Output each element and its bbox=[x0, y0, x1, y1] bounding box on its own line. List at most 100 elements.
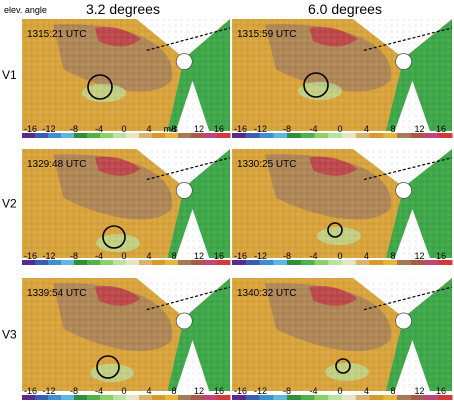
time-label: 1315:59 UTC bbox=[237, 29, 296, 40]
colorbar-tick: -8 bbox=[70, 251, 78, 261]
colorbar-swatch bbox=[139, 395, 153, 400]
colorbar-swatch bbox=[87, 395, 101, 400]
colorbar-swatch bbox=[126, 133, 140, 138]
colorbar-swatch bbox=[100, 133, 114, 138]
radar-site-marker bbox=[175, 312, 193, 330]
colorbar: -16 -12 -8 -4 0 4 8 12 16 bbox=[22, 251, 231, 265]
row-label-v3: V3 bbox=[2, 328, 17, 342]
colorbar-swatch bbox=[22, 395, 36, 400]
radar-site-marker bbox=[395, 53, 412, 70]
colorbar-swatch bbox=[217, 133, 231, 138]
colorbar-tick: -4 bbox=[95, 386, 103, 396]
colorbar-swatch bbox=[245, 395, 260, 400]
colorbar-tick: 4 bbox=[364, 124, 369, 134]
colorbar-swatch bbox=[165, 260, 179, 265]
colorbar-tick: -16 bbox=[24, 386, 37, 396]
colorbar-swatch bbox=[217, 395, 231, 400]
colorbar-swatch bbox=[273, 395, 288, 400]
colorbar-swatch bbox=[48, 395, 62, 400]
feature-circle bbox=[96, 355, 120, 379]
colorbar-swatch bbox=[165, 395, 179, 400]
colorbar-tick: -8 bbox=[70, 124, 78, 134]
colorbar-tick: -12 bbox=[254, 386, 267, 396]
colorbar-tick: -4 bbox=[309, 124, 317, 134]
colorbar-swatch bbox=[273, 133, 288, 138]
colorbar-swatch bbox=[369, 133, 384, 138]
feature-circle bbox=[87, 74, 113, 100]
colorbar-swatch bbox=[369, 260, 384, 265]
colorbar-swatch bbox=[35, 133, 49, 138]
colorbar-swatch bbox=[22, 260, 36, 265]
row-label-v2: V2 bbox=[2, 197, 17, 211]
colorbar-tick: 8 bbox=[171, 386, 176, 396]
colorbar-swatch bbox=[438, 133, 453, 138]
radar-panel-r2-c2: 1330:25 UTC bbox=[232, 149, 453, 258]
colorbar-swatch bbox=[61, 395, 75, 400]
time-label: 1315:21 UTC bbox=[27, 29, 86, 40]
colorbar-unit: m/s bbox=[163, 124, 178, 134]
colorbar-swatch bbox=[369, 395, 384, 400]
feature-circle bbox=[102, 225, 126, 249]
colorbar: -16 -12 -8 -4 0 4 8 12 16 bbox=[232, 124, 453, 138]
colorbar-swatch bbox=[259, 260, 274, 265]
colorbar-tick: 16 bbox=[436, 386, 446, 396]
colorbar-tick: 12 bbox=[414, 386, 424, 396]
colorbar-swatch bbox=[355, 133, 370, 138]
colorbar-swatch bbox=[48, 133, 62, 138]
colorbar-swatch bbox=[314, 260, 329, 265]
feature-circle bbox=[327, 222, 343, 238]
colorbar-swatch bbox=[314, 395, 329, 400]
radar-panel-r3-c1: 1339:54 UTC bbox=[22, 278, 231, 391]
colorbar-swatch bbox=[355, 260, 370, 265]
colorbar-swatch bbox=[61, 133, 75, 138]
colorbar-swatch bbox=[178, 260, 192, 265]
colorbar-tick: 8 bbox=[390, 251, 395, 261]
colorbar-swatch bbox=[424, 395, 439, 400]
colorbar-tick: 16 bbox=[436, 124, 446, 134]
colorbar-tick: -16 bbox=[24, 124, 37, 134]
colorbar-swatch bbox=[314, 133, 329, 138]
colorbar-tick: 8 bbox=[390, 124, 395, 134]
colorbar-swatch bbox=[87, 133, 101, 138]
colorbar-swatch bbox=[100, 395, 114, 400]
colorbar-tick: -12 bbox=[42, 251, 55, 261]
colorbar-swatch bbox=[152, 260, 166, 265]
colorbar-swatch bbox=[48, 260, 62, 265]
colorbar-swatch bbox=[204, 260, 218, 265]
colorbar-tick: 12 bbox=[414, 251, 424, 261]
column-title-right: 6.0 degrees bbox=[308, 1, 382, 17]
colorbar-swatch bbox=[74, 260, 88, 265]
colorbar-swatch bbox=[191, 133, 205, 138]
colorbar-swatch bbox=[204, 133, 218, 138]
colorbar-swatch bbox=[126, 260, 140, 265]
colorbar-swatch bbox=[245, 260, 260, 265]
colorbar-swatch bbox=[410, 395, 425, 400]
colorbar-swatch bbox=[397, 133, 412, 138]
colorbar-tick: 16 bbox=[214, 251, 224, 261]
colorbar-swatch bbox=[300, 133, 315, 138]
colorbar-swatch bbox=[328, 260, 343, 265]
colorbar-swatch bbox=[259, 395, 274, 400]
colorbar-swatch bbox=[300, 395, 315, 400]
colorbar: -16 -12 -8 -4 0 4 8 12 16 m/s bbox=[22, 124, 231, 138]
colorbar-tick: -8 bbox=[283, 251, 291, 261]
row-label-v1: V1 bbox=[2, 68, 17, 82]
colorbar-swatch bbox=[438, 260, 453, 265]
colorbar-swatch bbox=[328, 133, 343, 138]
colorbar-swatch bbox=[87, 260, 101, 265]
radial-line bbox=[363, 286, 453, 311]
time-label: 1339:54 UTC bbox=[27, 288, 86, 299]
feature-circle bbox=[303, 72, 329, 98]
radar-panel-r1-c2: 1315:59 UTC bbox=[232, 19, 453, 131]
colorbar-swatch bbox=[191, 260, 205, 265]
colorbar-swatch bbox=[139, 133, 153, 138]
colorbar-swatch bbox=[217, 260, 231, 265]
colorbar-swatch bbox=[232, 395, 247, 400]
colorbar-swatch bbox=[152, 133, 166, 138]
radar-site-marker bbox=[175, 182, 193, 199]
colorbar-tick: 8 bbox=[171, 251, 176, 261]
colorbar-swatch bbox=[287, 260, 302, 265]
colorbar-swatch bbox=[74, 133, 88, 138]
colorbar-swatch bbox=[178, 395, 192, 400]
time-label: 1340:32 UTC bbox=[237, 288, 296, 299]
